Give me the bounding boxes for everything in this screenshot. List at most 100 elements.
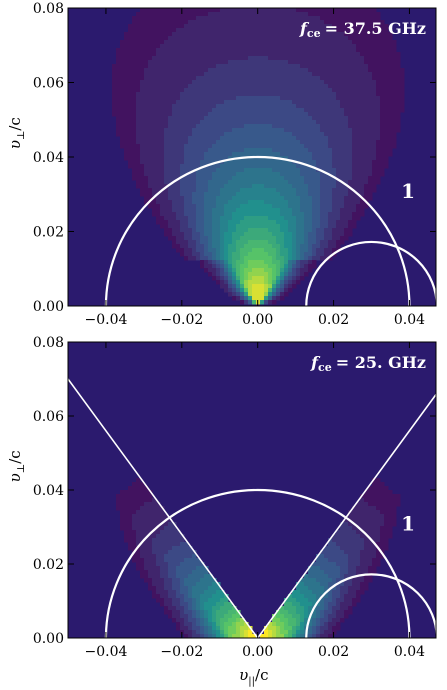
- density-cell: [388, 498, 393, 503]
- density-cell: [340, 56, 345, 61]
- density-cell: [288, 264, 293, 269]
- density-cell: [136, 562, 141, 567]
- density-cell: [160, 582, 165, 587]
- density-cell: [264, 36, 269, 41]
- density-cell: [144, 168, 149, 173]
- density-cell: [232, 248, 237, 253]
- density-cell: [120, 104, 125, 109]
- density-cell: [284, 144, 289, 149]
- density-cell: [336, 36, 341, 41]
- density-cell: [144, 32, 149, 37]
- density-cell: [296, 208, 301, 213]
- density-cell: [204, 256, 209, 261]
- density-cell: [228, 176, 233, 181]
- density-cell: [280, 216, 285, 221]
- density-cell: [256, 160, 261, 165]
- density-cell: [268, 76, 273, 81]
- density-cell: [312, 128, 317, 133]
- density-cell: [348, 160, 353, 165]
- density-cell: [204, 88, 209, 93]
- density-cell: [172, 116, 177, 121]
- density-cell: [244, 100, 249, 105]
- density-cell: [384, 92, 389, 97]
- density-cell: [124, 494, 129, 499]
- density-cell: [236, 240, 241, 245]
- density-cell: [156, 32, 161, 37]
- density-cell: [372, 498, 377, 503]
- density-cell: [200, 104, 205, 109]
- density-cell: [204, 180, 209, 185]
- density-cell: [288, 176, 293, 181]
- density-cell: [204, 108, 209, 113]
- density-cell: [296, 32, 301, 37]
- density-cell: [208, 124, 213, 129]
- density-cell: [280, 68, 285, 73]
- density-cell: [204, 232, 209, 237]
- density-cell: [256, 140, 261, 145]
- density-cell: [388, 136, 393, 141]
- density-cell: [204, 68, 209, 73]
- density-cell: [240, 168, 245, 173]
- density-cell: [324, 104, 329, 109]
- density-cell: [176, 88, 181, 93]
- density-cell: [308, 120, 313, 125]
- density-cell: [328, 132, 333, 137]
- density-cell: [184, 52, 189, 57]
- density-cell: [316, 232, 321, 237]
- density-cell: [176, 152, 181, 157]
- density-cell: [196, 96, 201, 101]
- density-cell: [360, 518, 365, 523]
- density-cell: [380, 514, 385, 519]
- density-cell: [292, 128, 297, 133]
- density-cell: [372, 124, 377, 129]
- density-cell: [268, 20, 273, 25]
- density-cell: [300, 252, 305, 257]
- density-cell: [148, 24, 153, 29]
- density-cell: [180, 184, 185, 189]
- density-cell: [284, 196, 289, 201]
- density-cell: [344, 8, 349, 13]
- density-cell: [192, 112, 197, 117]
- density-cell: [288, 60, 293, 65]
- density-cell: [204, 116, 209, 121]
- density-cell: [180, 550, 185, 555]
- density-cell: [124, 72, 129, 77]
- density-cell: [364, 56, 369, 61]
- density-cell: [272, 184, 277, 189]
- density-cell: [144, 566, 149, 571]
- density-cell: [332, 80, 337, 85]
- density-cell: [112, 68, 117, 73]
- density-cell: [240, 124, 245, 129]
- density-cell: [352, 184, 357, 189]
- density-cell: [324, 236, 329, 241]
- density-cell: [308, 156, 313, 161]
- density-cell: [288, 36, 293, 41]
- density-cell: [116, 96, 121, 101]
- density-cell: [324, 44, 329, 49]
- density-cell: [224, 236, 229, 241]
- density-cell: [168, 582, 173, 587]
- density-cell: [224, 68, 229, 73]
- density-cell: [212, 208, 217, 213]
- density-cell: [284, 264, 289, 269]
- density-cell: [288, 256, 293, 261]
- density-cell: [208, 24, 213, 29]
- density-cell: [292, 80, 297, 85]
- density-cell: [164, 44, 169, 49]
- density-cell: [284, 112, 289, 117]
- density-cell: [344, 40, 349, 45]
- density-cell: [304, 144, 309, 149]
- density-cell: [284, 12, 289, 17]
- density-cell: [244, 240, 249, 245]
- density-cell: [308, 52, 313, 57]
- density-cell: [232, 172, 237, 177]
- density-cell: [376, 136, 381, 141]
- density-cell: [244, 160, 249, 165]
- density-cell: [272, 76, 277, 81]
- density-cell: [316, 112, 321, 117]
- density-cell: [304, 184, 309, 189]
- density-cell: [144, 192, 149, 197]
- density-cell: [168, 44, 173, 49]
- density-cell: [168, 108, 173, 113]
- density-cell: [152, 192, 157, 197]
